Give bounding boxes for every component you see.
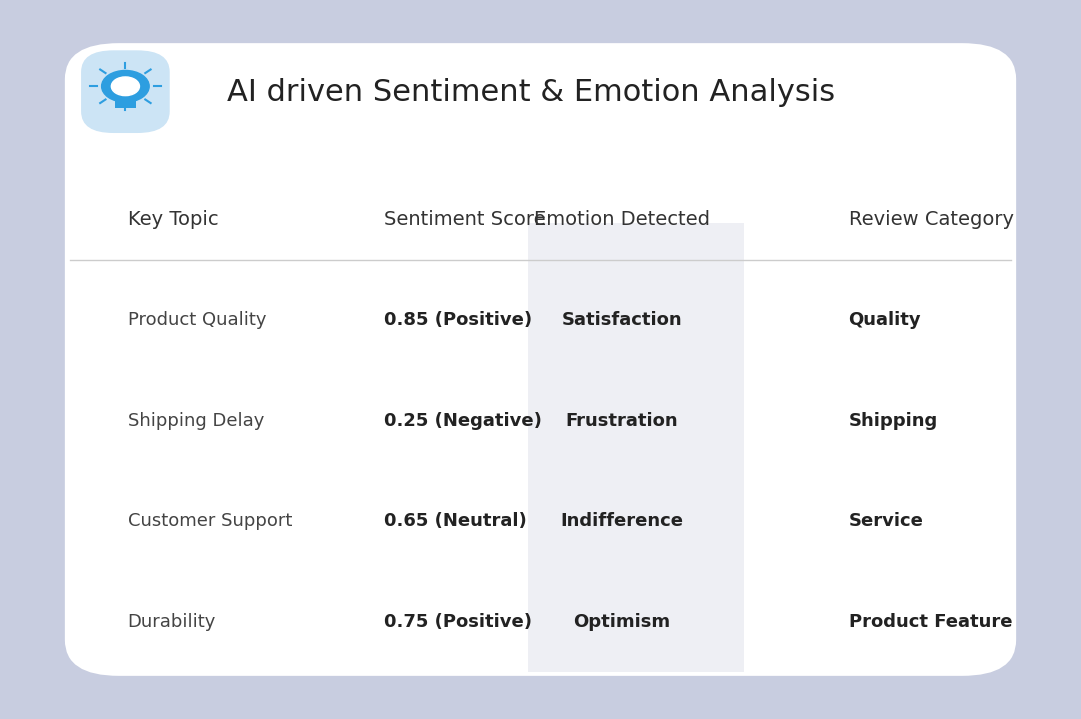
FancyBboxPatch shape bbox=[528, 223, 744, 672]
Text: Review Category: Review Category bbox=[849, 210, 1014, 229]
Circle shape bbox=[102, 70, 149, 102]
Text: Durability: Durability bbox=[128, 613, 216, 631]
FancyBboxPatch shape bbox=[115, 99, 136, 108]
Text: Service: Service bbox=[849, 512, 923, 531]
Text: 0.85 (Positive): 0.85 (Positive) bbox=[384, 311, 532, 329]
Text: 0.25 (Negative): 0.25 (Negative) bbox=[384, 411, 542, 430]
Text: Shipping Delay: Shipping Delay bbox=[128, 411, 264, 430]
Text: Optimism: Optimism bbox=[573, 613, 670, 631]
Text: 0.75 (Positive): 0.75 (Positive) bbox=[384, 613, 532, 631]
Text: Customer Support: Customer Support bbox=[128, 512, 292, 531]
Text: Sentiment Score: Sentiment Score bbox=[384, 210, 546, 229]
Text: Product Feature: Product Feature bbox=[849, 613, 1012, 631]
FancyBboxPatch shape bbox=[81, 50, 170, 133]
FancyBboxPatch shape bbox=[65, 43, 1016, 676]
Circle shape bbox=[111, 77, 139, 96]
Text: Indifference: Indifference bbox=[560, 512, 683, 531]
Text: 0.65 (Neutral): 0.65 (Neutral) bbox=[384, 512, 526, 531]
Text: Key Topic: Key Topic bbox=[128, 210, 218, 229]
Text: Emotion Detected: Emotion Detected bbox=[534, 210, 709, 229]
Text: Shipping: Shipping bbox=[849, 411, 938, 430]
Text: Product Quality: Product Quality bbox=[128, 311, 266, 329]
Text: AI driven Sentiment & Emotion Analysis: AI driven Sentiment & Emotion Analysis bbox=[227, 78, 836, 106]
Text: Quality: Quality bbox=[849, 311, 921, 329]
Text: Frustration: Frustration bbox=[565, 411, 678, 430]
Text: Satisfaction: Satisfaction bbox=[561, 311, 682, 329]
